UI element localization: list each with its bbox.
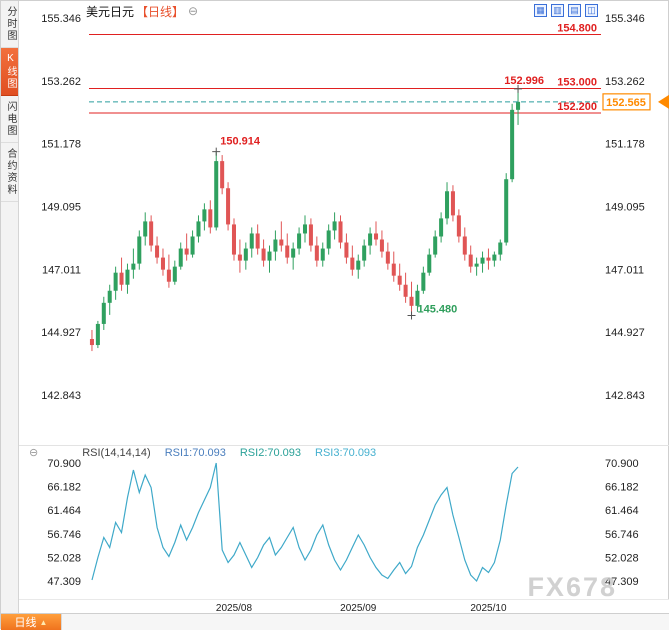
horizontal-scrollbar[interactable] — [61, 614, 669, 630]
rsi-header: ⊖ RSI(14,14,14) RSI1:70.093 RSI2:70.093 … — [29, 446, 377, 460]
sidebar: 分时图 K线图 闪电图 合约资料 — [1, 1, 19, 613]
svg-text:70.900: 70.900 — [47, 458, 81, 470]
x-axis-label: 2025/09 — [340, 603, 377, 614]
svg-text:142.843: 142.843 — [41, 390, 81, 402]
panel-icon[interactable]: ◫ — [585, 4, 598, 17]
h-lines-layer: 154.800 153.000 152.200 — [89, 22, 601, 114]
price-annotation: 145.480 — [418, 303, 458, 315]
fx678-watermark: FX678 — [527, 572, 617, 599]
bar-chart-icon[interactable]: ▤ — [568, 4, 581, 17]
svg-text:61.464: 61.464 — [47, 505, 81, 517]
svg-text:153.000: 153.000 — [557, 77, 597, 89]
svg-text:47.309: 47.309 — [47, 576, 81, 588]
sidebar-tab-kline[interactable]: K线图 — [1, 48, 18, 96]
period-selector[interactable]: 日线 ▲ — [1, 614, 61, 630]
svg-text:56.746: 56.746 — [605, 529, 639, 541]
svg-text:153.262: 153.262 — [605, 76, 645, 88]
rsi-title: RSI(14,14,14) — [82, 446, 151, 459]
price-chart[interactable]: 155.346 155.346 153.262 153.262 151.178 151.1… — [19, 1, 669, 446]
collapse-icon[interactable]: ⊖ — [188, 4, 199, 18]
svg-text:61.464: 61.464 — [605, 505, 639, 517]
sidebar-tab-lightning[interactable]: 闪电图 — [1, 96, 18, 143]
svg-text:144.927: 144.927 — [41, 327, 81, 339]
candles-layer — [89, 88, 521, 352]
current-price-tag: 152.565 — [602, 93, 651, 111]
rsi2-value: RSI2:70.093 — [239, 446, 302, 459]
svg-text:149.095: 149.095 — [41, 201, 81, 213]
svg-text:147.011: 147.011 — [605, 264, 644, 276]
svg-text:151.178: 151.178 — [41, 139, 81, 151]
candle-icon[interactable]: ▥ — [551, 4, 564, 17]
grid-icon[interactable]: ▦ — [534, 4, 547, 17]
price-annotation: 152.996 — [504, 75, 544, 87]
svg-text:149.095: 149.095 — [605, 201, 645, 213]
svg-text:155.346: 155.346 — [41, 13, 81, 25]
svg-text:147.011: 147.011 — [42, 264, 81, 276]
rsi3-value: RSI3:70.093 — [315, 446, 377, 459]
rsi-toggle-icon[interactable]: ⊖ — [29, 447, 39, 459]
svg-text:154.800: 154.800 — [557, 22, 597, 34]
period-label: 日线 — [14, 617, 37, 629]
rsi-panel[interactable]: 70.900 70.900 66.182 66.182 61.464 61.464 56.7… — [19, 445, 669, 599]
symbol-title: 美元日元 — [86, 4, 135, 19]
svg-text:155.346: 155.346 — [605, 13, 645, 25]
svg-text:153.262: 153.262 — [41, 76, 81, 88]
svg-text:151.178: 151.178 — [605, 139, 645, 151]
svg-text:66.182: 66.182 — [47, 482, 81, 494]
price-annotation: 150.914 — [220, 136, 261, 148]
svg-text:70.900: 70.900 — [605, 458, 639, 470]
svg-text:47.309: 47.309 — [605, 576, 639, 588]
sidebar-tab-timeshare[interactable]: 分时图 — [1, 1, 18, 48]
svg-text:144.927: 144.927 — [605, 327, 645, 339]
svg-text:152.565: 152.565 — [606, 97, 646, 109]
svg-text:52.028: 52.028 — [605, 552, 639, 564]
period-tag: 【日线】 — [136, 4, 185, 19]
x-axis-label: 2025/08 — [216, 603, 253, 614]
svg-text:142.843: 142.843 — [605, 390, 645, 402]
rsi-line — [91, 462, 519, 583]
bottom-bar: 日线 ▲ — [1, 613, 669, 630]
chevron-up-icon: ▲ — [39, 617, 48, 627]
chart-toolbar: ▦ ▥ ▤ ◫ — [534, 4, 598, 17]
x-axis: 2025/08 2025/09 2025/10 — [19, 599, 669, 614]
price-pointer-icon — [658, 94, 669, 109]
svg-text:56.746: 56.746 — [47, 529, 81, 541]
chart-header: 美元日元 【日线】 ⊖ — [86, 3, 198, 19]
x-axis-label: 2025/10 — [470, 603, 507, 614]
svg-text:152.200: 152.200 — [557, 101, 597, 113]
svg-text:66.182: 66.182 — [605, 482, 639, 494]
sidebar-tab-contract-info[interactable]: 合约资料 — [1, 143, 18, 202]
rsi1-value: RSI1:70.093 — [164, 446, 226, 459]
svg-text:52.028: 52.028 — [47, 552, 81, 564]
